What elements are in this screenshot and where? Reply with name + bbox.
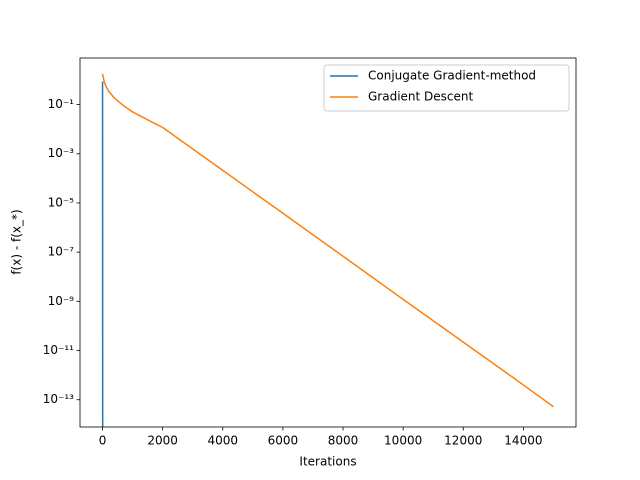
x-tick-label: 12000 bbox=[444, 434, 482, 448]
y-axis-label: f(x) - f(x_*) bbox=[10, 209, 24, 274]
legend-label: Gradient Descent bbox=[368, 90, 474, 104]
axes-frame bbox=[79, 57, 577, 428]
x-tick-label: 14000 bbox=[504, 434, 542, 448]
x-axis-label: Iterations bbox=[299, 455, 356, 469]
legend-label: Conjugate Gradient-method bbox=[368, 69, 536, 83]
x-tick-label: 4000 bbox=[208, 434, 239, 448]
legend-box bbox=[323, 64, 570, 112]
x-tick-label: 6000 bbox=[268, 434, 299, 448]
y-tick-label: 10⁻¹¹ bbox=[43, 343, 74, 357]
y-tick-label: 10⁻⁹ bbox=[48, 294, 75, 308]
x-tick-label: 10000 bbox=[384, 434, 422, 448]
x-tick-label: 2000 bbox=[147, 434, 178, 448]
y-tick-label: 10⁻⁵ bbox=[48, 195, 75, 209]
y-tick-label: 10⁻³ bbox=[48, 146, 75, 160]
line-series bbox=[101, 73, 554, 408]
x-tick-label: 0 bbox=[99, 434, 107, 448]
x-tick-label: 8000 bbox=[328, 434, 359, 448]
plot-area bbox=[101, 73, 554, 427]
y-tick-label: 10⁻⁷ bbox=[48, 245, 75, 259]
y-tick-label: 10⁻¹³ bbox=[43, 392, 74, 406]
y-tick-label: 10⁻¹ bbox=[48, 97, 75, 111]
